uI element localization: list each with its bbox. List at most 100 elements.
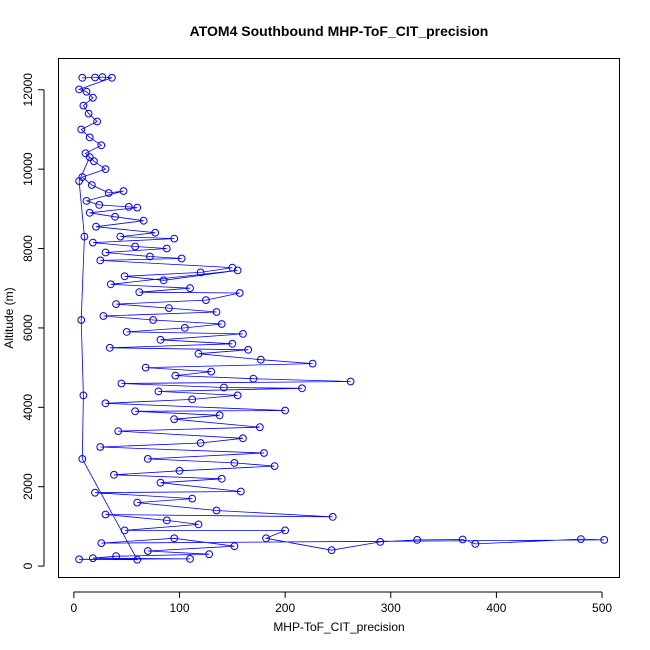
y-axis-label: Altitude (m) [2,287,16,348]
data-point [84,109,93,118]
data-point [143,547,152,555]
data-point [98,73,107,81]
x-axis: 0 100 200 300 400 500 [71,591,612,615]
data-point [244,345,253,354]
data-point [233,391,242,400]
data-point [188,494,197,503]
data-point [75,85,83,94]
data-point [79,391,88,400]
data-point [154,387,163,396]
data-point [135,288,144,297]
x-tick-label: 300 [381,601,401,615]
data-point [194,349,203,358]
data-point [230,542,239,551]
data-point [196,439,205,447]
data-point [471,540,480,548]
data-point [122,328,131,336]
data-point [120,526,129,535]
data-point [165,304,173,313]
data-point [91,73,99,82]
data-point [308,359,317,368]
data-point [96,443,105,451]
data-point [170,415,179,424]
data-point [146,252,154,261]
data-point [281,406,290,415]
x-axis-label: MHP-ToF_CIT_precision [273,620,404,634]
x-tick-label: 0 [71,601,78,615]
x-tick-label: 200 [275,601,295,615]
data-point [228,339,237,348]
data-point [85,208,94,217]
data-point [85,153,94,162]
data-point [97,539,106,547]
data-point [112,552,120,561]
data-point [143,455,152,463]
data-point [108,73,116,82]
data-point [133,203,142,212]
data-point [89,238,97,247]
data-point [151,228,160,237]
data-point [106,280,115,289]
data-point [75,555,83,564]
data-point [281,526,290,535]
data-point [212,506,221,515]
data-point [101,248,110,257]
data-point [116,232,125,241]
y-tick-label: 6000 [21,314,35,341]
data-point [255,423,264,432]
data-point [376,538,385,546]
data-point [133,555,142,564]
data-point [105,343,114,352]
data-point [120,272,129,281]
data-point [346,377,355,386]
data-point [207,367,216,376]
data-point [97,141,106,150]
data-point [85,133,94,142]
data-point [239,434,247,443]
y-tick-label: 12000 [21,73,35,107]
data-point [249,374,258,383]
data-point [186,284,194,293]
data-point [212,308,221,316]
data-point [89,554,97,563]
series-line [77,76,605,561]
data-point [111,212,119,221]
data-point [95,201,104,209]
data-point [230,459,239,467]
data-point [101,165,110,174]
data-point [91,488,99,497]
data-point [235,289,244,297]
data-point [77,125,86,134]
data-point [96,256,105,265]
data-point [159,276,168,285]
data-point [328,513,337,521]
data-point [205,550,214,559]
data-point [82,197,91,205]
x-tick-label: 400 [486,601,506,615]
data-point [194,520,203,529]
data-point [101,510,110,519]
data-point [110,470,118,479]
data-point [171,371,180,380]
data-point [104,189,113,197]
data-point [170,234,179,243]
data-point [220,383,228,392]
data-point [170,534,179,543]
data-point [217,474,226,483]
data-point [458,535,467,544]
data-point [260,449,268,457]
data-point [270,462,279,471]
y-tick-label: 8000 [21,235,35,262]
data-point [78,455,87,463]
data-point [162,516,171,525]
data-point [180,324,189,332]
data-point [131,242,140,251]
data-point [149,316,158,324]
data-point [256,355,265,364]
data-point [139,216,148,225]
series-layer [75,73,609,564]
data-point [119,187,128,195]
data-point [87,181,96,189]
data-point [177,254,186,263]
data-point [141,363,150,372]
